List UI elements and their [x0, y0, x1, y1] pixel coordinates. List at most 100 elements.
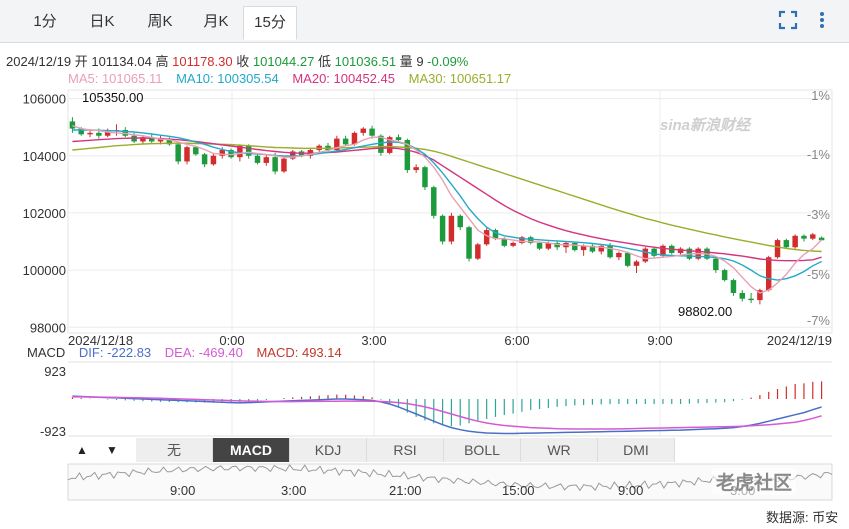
candle-body: [466, 227, 472, 259]
candle-body: [765, 257, 772, 291]
macd-value: MACD: 493.14: [256, 345, 342, 360]
ma20-legend: MA20: 100452.45: [292, 71, 395, 86]
candle-body: [642, 248, 649, 262]
candle-body: [404, 140, 411, 171]
candle-body: [439, 215, 446, 242]
candles: [69, 117, 825, 305]
candle-body: [519, 237, 525, 243]
candle-body: [748, 298, 754, 301]
candle-body: [422, 167, 428, 188]
candle-body: [810, 234, 816, 239]
ma30-line: [72, 142, 822, 253]
y-tick-label: 102000: [23, 206, 66, 221]
candle-body: [801, 235, 807, 239]
ohlc-info: 2024/12/19 开 101134.04 高 101178.30 收 101…: [6, 51, 468, 70]
y-tick-label: 104000: [23, 149, 66, 164]
chart-frame: [67, 89, 833, 334]
scroll-down-button[interactable]: ▼: [106, 443, 118, 457]
candle-body: [386, 137, 393, 153]
candle-body: [219, 150, 225, 156]
candle-body: [263, 157, 270, 163]
candle-body: [184, 147, 190, 162]
candle-body: [774, 240, 781, 258]
candle-body: [78, 128, 84, 135]
candle-body: [87, 132, 93, 135]
candle-body: [616, 252, 622, 258]
candle-body: [360, 128, 366, 133]
y-tick-label: 100000: [23, 263, 66, 278]
candle-body: [501, 238, 508, 246]
candle-body: [334, 138, 340, 151]
ma10-line: [72, 129, 822, 281]
right-pct-label: -3%: [807, 207, 831, 222]
y-tick-label: 98000: [30, 320, 66, 335]
moving-averages: [72, 125, 823, 294]
nav-label-0: 9:00: [170, 483, 196, 498]
vertical-dots-icon[interactable]: [812, 10, 832, 30]
candle-body: [475, 244, 481, 259]
candle-body: [651, 248, 657, 256]
candle-body: [580, 245, 587, 251]
candle-body: [492, 230, 499, 239]
candle-body: [149, 137, 155, 142]
right-pct-label: 1%: [811, 88, 830, 103]
ma5-legend: MA5: 101065.11: [68, 71, 163, 86]
candle-body: [598, 245, 604, 252]
candle-body: [351, 132, 358, 145]
dea-line: [72, 396, 822, 430]
navigator-line: [67, 464, 833, 492]
indicator-wr[interactable]: WR: [521, 438, 598, 462]
candle-body: [457, 215, 463, 228]
indicator-none[interactable]: 无: [136, 438, 213, 462]
dif-line: [72, 395, 822, 435]
tab-daily[interactable]: 日K: [89, 13, 115, 30]
candle-body: [96, 132, 102, 136]
info-low: 101036.51: [334, 54, 397, 69]
candle-body: [201, 154, 208, 165]
macd-dif: DIF: -222.83: [78, 345, 152, 360]
indicator-rsi[interactable]: RSI: [367, 438, 444, 462]
ma5-line: [72, 125, 823, 294]
info-open: 101134.04: [91, 54, 152, 69]
sina-watermark-text: sina新浪财经: [660, 116, 752, 134]
tab-monthly[interactable]: 月K: [203, 13, 229, 30]
candle-body: [721, 270, 728, 281]
period-tab-bar: 1分 日K 周K 月K 15分: [0, 0, 849, 43]
candle-body: [783, 240, 790, 248]
candle-body: [713, 258, 719, 271]
x-tick-label: 0:00: [219, 333, 244, 348]
candle-body: [730, 280, 737, 293]
indicator-kdj[interactable]: KDJ: [290, 438, 367, 462]
candle-body: [792, 235, 798, 248]
candle-body: [395, 137, 402, 141]
indicator-dmi[interactable]: DMI: [598, 438, 675, 462]
scroll-up-button[interactable]: ▲: [76, 443, 88, 457]
indicator-macd[interactable]: MACD: [213, 438, 290, 462]
x-tick-label: 3:00: [361, 333, 386, 348]
candle-body: [369, 128, 375, 136]
navigator: [67, 463, 833, 501]
expand-icon[interactable]: [778, 10, 798, 30]
ma30-legend: MA30: 100651.17: [408, 71, 512, 86]
x-tick-label: 6:00: [504, 333, 529, 348]
candle-body: [378, 135, 384, 153]
candle-body: [272, 157, 278, 172]
y-tick-label: 106000: [23, 92, 66, 107]
ma10-legend: MA10: 100305.54: [176, 71, 279, 86]
candle-body: [739, 292, 745, 299]
tab-15min[interactable]: 15分: [243, 6, 297, 40]
x-tick-label: 2024/12/19: [767, 333, 832, 348]
x-tick-label: 9:00: [647, 333, 672, 348]
nav-label-4: 9:00: [618, 483, 644, 498]
tab-1min[interactable]: 1分: [33, 13, 57, 30]
candle-body: [413, 167, 419, 171]
macd-dea: DEA: -469.40: [164, 345, 243, 360]
right-pct-label: -7%: [807, 313, 831, 328]
macd-top-label: 923: [44, 364, 66, 379]
tab-weekly[interactable]: 周K: [147, 13, 173, 30]
candle-body: [431, 187, 437, 216]
candle-body: [104, 131, 111, 136]
indicator-boll[interactable]: BOLL: [444, 438, 521, 462]
candle-body: [210, 155, 217, 165]
info-date: 2024/12/19: [6, 54, 72, 69]
